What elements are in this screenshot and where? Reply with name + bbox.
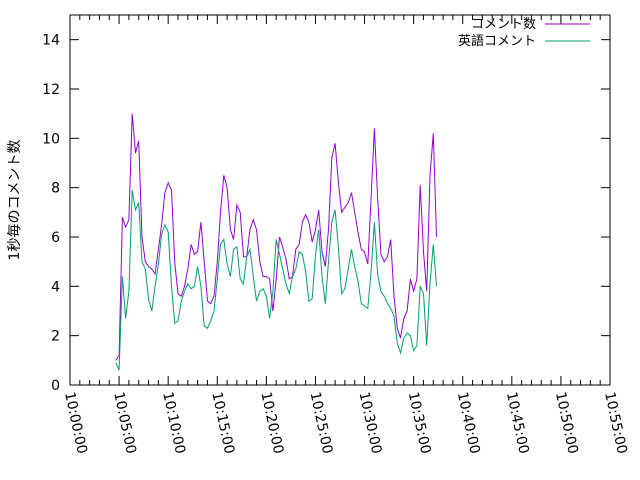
y-tick-label: 6 xyxy=(51,230,60,246)
series-line-1 xyxy=(115,113,437,361)
x-tick-label: 10:10:00 xyxy=(159,391,188,456)
y-tick-label: 14 xyxy=(42,33,60,49)
x-tick-label: 10:15:00 xyxy=(208,391,237,456)
x-tick-label: 10:25:00 xyxy=(307,391,336,456)
y-tick-label: 10 xyxy=(42,131,60,147)
y-tick-label: 0 xyxy=(51,378,60,394)
x-tick-label: 10:30:00 xyxy=(356,391,385,456)
x-tick-label: 10:40:00 xyxy=(454,391,483,456)
x-tick-label: 10:45:00 xyxy=(503,391,532,456)
x-tick-label: 10:50:00 xyxy=(552,391,581,456)
y-tick-label: 4 xyxy=(51,279,60,295)
x-tick-label: 10:35:00 xyxy=(405,391,434,456)
x-tick-label: 10:20:00 xyxy=(257,391,286,456)
y-axis-ticks: 0 2 4 6 8 10 12 14 xyxy=(42,33,610,394)
y-tick-label: 12 xyxy=(42,82,60,98)
x-tick-label: 10:55:00 xyxy=(601,391,630,456)
x-tick-label: 10:05:00 xyxy=(110,391,139,456)
x-axis-ticks: 10:00:00 10:05:00 10:10:00 10:15:00 10:20:00… xyxy=(61,15,630,455)
y-axis-label: 1秒毎のコメント数 xyxy=(7,140,23,261)
x-tick-label: 10:00:00 xyxy=(61,391,90,456)
series-line-2 xyxy=(115,190,437,371)
plot-frame xyxy=(69,14,611,386)
y-tick-label: 8 xyxy=(51,181,60,197)
y-tick-label: 2 xyxy=(51,329,60,345)
legend-label-2: 英語コメント xyxy=(458,33,536,49)
legend-label-1: コメント数 xyxy=(471,17,536,32)
series-layer xyxy=(115,113,437,371)
